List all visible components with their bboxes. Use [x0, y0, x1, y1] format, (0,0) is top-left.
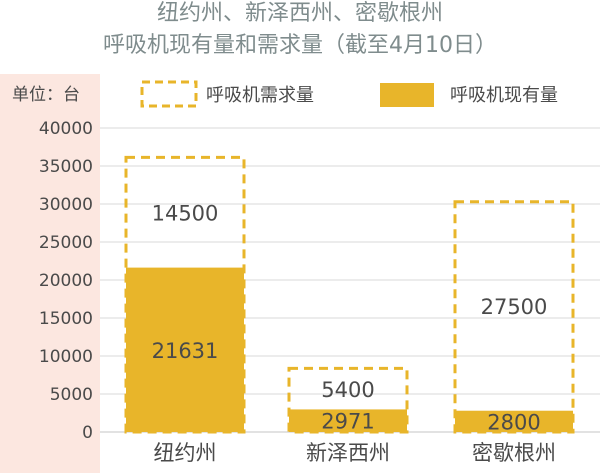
x-tick-label: 纽约州 — [154, 441, 217, 465]
chart-title-line1: 纽约州、新泽西州、密歇根州 — [157, 1, 443, 26]
legend-swatch-demand — [140, 80, 198, 108]
data-label-supply: 2971 — [321, 410, 374, 434]
y-tick-label: 5000 — [50, 385, 93, 405]
chart-title-line2: 呼吸机现有量和需求量（截至4月10日） — [103, 33, 497, 58]
bar-supply-1 — [289, 409, 407, 432]
y-tick-label: 35000 — [39, 157, 93, 177]
bar-supply-0 — [126, 267, 244, 432]
data-label-supply: 21631 — [152, 339, 219, 363]
y-tick-label: 10000 — [39, 347, 93, 367]
legend: 呼吸机需求量 呼吸机现有量 — [140, 80, 558, 108]
y-tick-label: 30000 — [39, 195, 93, 215]
x-tick-label: 新泽西州 — [306, 441, 390, 465]
data-label-demand: 14500 — [152, 202, 219, 226]
bars: 21631 14500 2971 5400 2800 27500 — [124, 155, 575, 434]
y-tick-label: 20000 — [39, 271, 93, 291]
legend-swatch-supply — [380, 83, 434, 107]
y-axis-ticks: 0 5000 10000 15000 20000 25000 30000 35000 40000 — [39, 119, 93, 443]
data-label-demand: 5400 — [321, 378, 374, 402]
unit-label: 单位：台 — [12, 85, 80, 105]
y-axis-background — [0, 74, 100, 473]
x-tick-label: 密歇根州 — [472, 441, 556, 465]
x-axis-ticks: 纽约州 新泽西州 密歇根州 — [154, 441, 557, 465]
legend-label-demand: 呼吸机需求量 — [206, 85, 314, 106]
bar-supply-2 — [455, 410, 573, 432]
data-label-demand: 27500 — [481, 295, 548, 319]
legend-label-supply: 呼吸机现有量 — [450, 85, 558, 106]
y-tick-label: 15000 — [39, 309, 93, 329]
data-label-supply: 2800 — [487, 410, 540, 434]
y-tick-label: 40000 — [39, 119, 93, 139]
y-tick-label: 0 — [82, 423, 93, 443]
y-tick-label: 25000 — [39, 233, 93, 253]
